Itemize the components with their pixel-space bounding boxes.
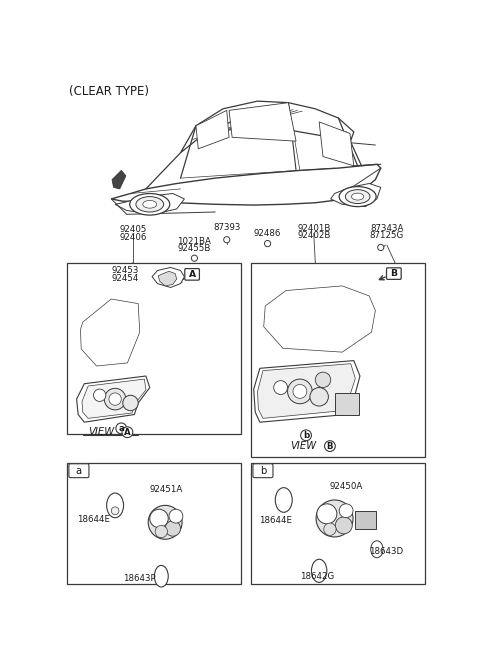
Circle shape (315, 372, 331, 388)
Circle shape (300, 430, 312, 441)
Polygon shape (152, 267, 184, 288)
Ellipse shape (339, 186, 376, 207)
Circle shape (148, 505, 182, 539)
Circle shape (317, 504, 337, 524)
Ellipse shape (155, 566, 168, 587)
Polygon shape (77, 376, 150, 422)
Ellipse shape (371, 541, 383, 558)
Circle shape (288, 379, 312, 404)
Ellipse shape (312, 560, 327, 582)
Polygon shape (196, 110, 229, 149)
Text: (CLEAR TYPE): (CLEAR TYPE) (69, 85, 149, 97)
Polygon shape (258, 364, 355, 418)
FancyBboxPatch shape (386, 268, 401, 279)
Circle shape (169, 509, 183, 523)
Text: VIEW: VIEW (291, 441, 317, 451)
Text: 87343A: 87343A (370, 223, 404, 233)
Polygon shape (254, 361, 360, 422)
Polygon shape (115, 194, 184, 214)
Bar (252, 463, 425, 584)
FancyBboxPatch shape (69, 464, 89, 477)
Polygon shape (180, 101, 354, 152)
Circle shape (123, 395, 138, 410)
Text: 18644E: 18644E (259, 516, 292, 525)
Text: 18643D: 18643D (369, 547, 403, 556)
Ellipse shape (111, 507, 119, 514)
Text: A: A (189, 270, 196, 279)
Text: b: b (260, 465, 266, 476)
Circle shape (336, 517, 352, 534)
Polygon shape (260, 281, 384, 357)
Circle shape (324, 441, 336, 452)
Text: 87393: 87393 (213, 223, 240, 232)
Text: 92454: 92454 (111, 274, 139, 282)
Ellipse shape (136, 197, 164, 212)
Circle shape (316, 500, 353, 537)
Circle shape (274, 381, 288, 394)
Text: B: B (390, 269, 397, 278)
Text: 18644E: 18644E (77, 516, 109, 524)
Circle shape (310, 388, 328, 406)
Text: a: a (119, 424, 124, 433)
Text: B: B (327, 442, 333, 451)
Bar (67, 463, 240, 584)
Circle shape (339, 504, 353, 518)
Text: A: A (124, 428, 131, 437)
Polygon shape (158, 271, 177, 286)
Polygon shape (82, 379, 146, 418)
FancyBboxPatch shape (253, 464, 273, 477)
Text: 92406: 92406 (119, 233, 146, 242)
Circle shape (104, 389, 126, 410)
Text: 1021BA: 1021BA (178, 237, 211, 246)
Text: 92402B: 92402B (297, 231, 330, 241)
Circle shape (94, 389, 106, 401)
Circle shape (324, 523, 336, 536)
Bar (252, 263, 425, 457)
Polygon shape (229, 103, 296, 141)
Bar (335, 393, 359, 414)
Circle shape (293, 385, 307, 398)
Polygon shape (112, 170, 126, 189)
Text: a: a (76, 465, 82, 476)
Text: 92405: 92405 (119, 225, 146, 234)
Ellipse shape (107, 493, 123, 518)
Text: 18642G: 18642G (300, 572, 334, 581)
Text: 92486: 92486 (254, 229, 281, 238)
Circle shape (116, 423, 127, 434)
Circle shape (264, 241, 271, 247)
Bar (355, 511, 376, 529)
Polygon shape (111, 164, 381, 205)
Circle shape (122, 427, 133, 438)
Text: 92450A: 92450A (329, 481, 362, 491)
Polygon shape (73, 294, 144, 372)
Circle shape (109, 393, 121, 405)
Text: VIEW: VIEW (88, 427, 114, 437)
FancyBboxPatch shape (185, 269, 199, 280)
Circle shape (224, 237, 230, 243)
Ellipse shape (143, 200, 156, 208)
Text: 92453: 92453 (111, 266, 139, 275)
Polygon shape (319, 122, 354, 166)
Circle shape (155, 525, 168, 538)
Circle shape (165, 520, 180, 536)
Ellipse shape (345, 190, 370, 204)
Text: b: b (303, 431, 309, 440)
Polygon shape (331, 184, 381, 207)
Ellipse shape (275, 488, 292, 512)
Text: 92401B: 92401B (297, 223, 330, 233)
Circle shape (378, 245, 384, 251)
Text: 92455B: 92455B (178, 245, 211, 253)
Text: 18643P: 18643P (123, 574, 156, 583)
Ellipse shape (130, 194, 170, 215)
Text: 92451A: 92451A (150, 485, 183, 494)
Circle shape (150, 509, 168, 528)
Text: 87125G: 87125G (370, 231, 404, 241)
Bar (67, 263, 240, 434)
Ellipse shape (351, 193, 364, 200)
Circle shape (192, 255, 197, 261)
